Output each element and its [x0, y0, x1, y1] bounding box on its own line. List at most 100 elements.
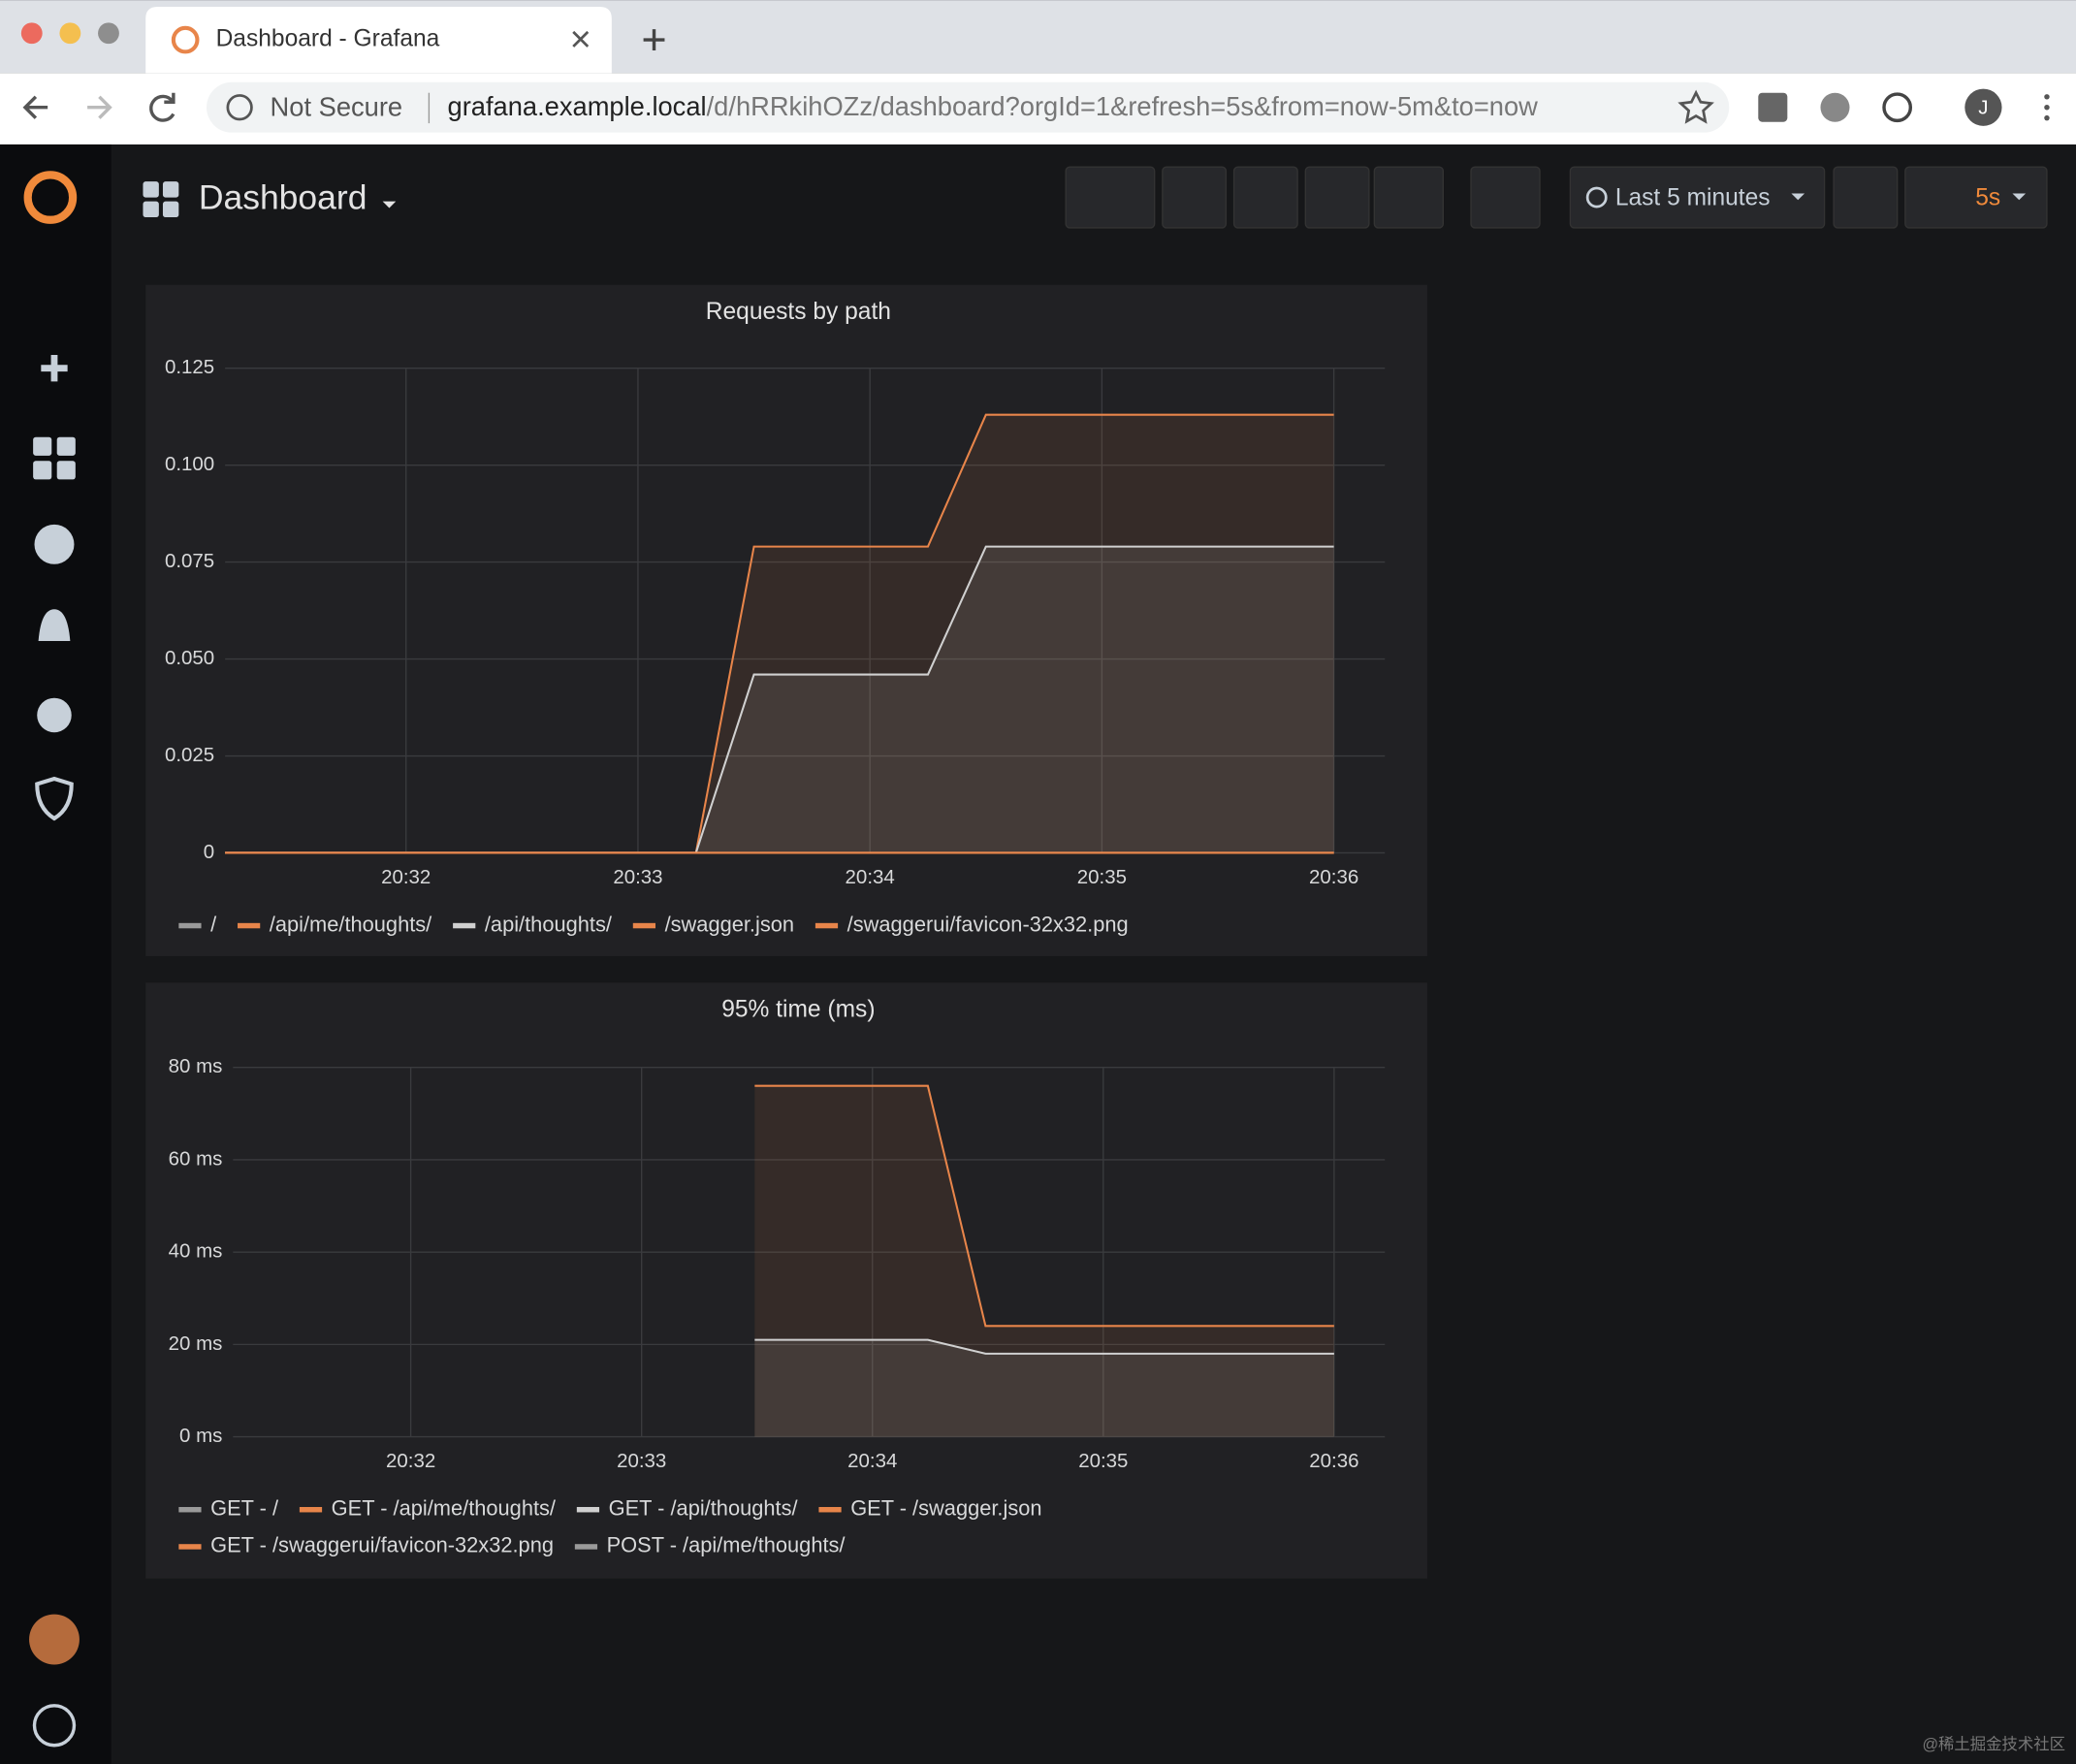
legend-label: GET - /api/me/thoughts/	[332, 1495, 557, 1520]
ext-2[interactable]	[1820, 92, 1850, 122]
legend-label: /swagger.json	[665, 912, 794, 936]
watermark: @稀土掘金技术社区	[1922, 1736, 2065, 1753]
alert-icon[interactable]	[38, 609, 71, 641]
y-tick-label: 0	[204, 841, 214, 863]
legend-swatch	[576, 1506, 600, 1513]
y-tick-label: 0.075	[165, 550, 214, 572]
y-tick-label: 0.025	[165, 744, 214, 766]
x-tick-label: 20:33	[613, 866, 662, 888]
max-dot[interactable]	[98, 22, 119, 45]
x-tick-label: 20:33	[617, 1450, 666, 1472]
back[interactable]	[22, 95, 48, 119]
omnibox[interactable]	[207, 81, 1730, 133]
legend-swatch	[574, 1544, 598, 1550]
panel-title: 95% time (ms)	[721, 996, 875, 1022]
legend-swatch	[178, 1506, 202, 1513]
config-icon[interactable]	[37, 697, 72, 733]
url: grafana.example.local/d/hRRkihOZz/dashbo…	[448, 91, 1539, 121]
sidebar	[0, 144, 112, 1764]
legend-label: GET - /swaggerui/favicon-32x32.png	[210, 1533, 554, 1557]
dashboards-icon[interactable]	[33, 436, 76, 480]
series-line	[754, 1084, 1334, 1328]
help-icon[interactable]	[32, 1704, 77, 1748]
avatar[interactable]	[1964, 88, 2002, 126]
url-path: /d/hRRkihOZz/dashboard?orgId=1&refresh=5…	[707, 91, 1539, 121]
time-range: Last 5 minutes	[1615, 184, 1771, 210]
panel-title: Requests by path	[706, 299, 891, 325]
area	[754, 1339, 1334, 1437]
tab-icon	[171, 25, 200, 54]
grafana-logo[interactable]	[23, 171, 78, 224]
close-dot[interactable]	[20, 22, 43, 45]
ext-1[interactable]	[1758, 92, 1788, 122]
x-tick-label: 20:32	[386, 1450, 435, 1472]
legend-label: /api/thoughts/	[485, 912, 613, 936]
user-avatar[interactable]	[29, 1614, 80, 1665]
time-caret	[1791, 193, 1805, 201]
x-tick-label: 20:36	[1309, 1450, 1358, 1472]
x-tick-label: 20:32	[381, 866, 431, 888]
tab-close[interactable]	[572, 30, 590, 48]
time-picker[interactable]	[1569, 166, 1826, 229]
info-icon	[226, 94, 253, 121]
explore-icon[interactable]	[34, 524, 75, 564]
reload[interactable]	[149, 92, 176, 122]
tv-btn[interactable]	[1470, 166, 1541, 229]
area	[754, 1085, 1334, 1437]
clock-icon	[1585, 186, 1608, 208]
x-tick-label: 20:34	[847, 1450, 897, 1472]
forward[interactable]	[87, 95, 112, 119]
x-tick-label: 20:35	[1078, 1450, 1128, 1472]
zoom-out-btn[interactable]	[1833, 166, 1899, 229]
avatar-letter: J	[1978, 96, 1988, 118]
y-tick-label: 40 ms	[169, 1240, 223, 1263]
url-host: grafana.example.local	[448, 91, 707, 121]
settings-btn[interactable]	[1373, 166, 1445, 229]
legend-label: POST - /api/me/thoughts/	[607, 1533, 846, 1557]
y-tick-label: 0.125	[165, 356, 214, 378]
panel	[145, 284, 1427, 956]
title-caret	[382, 201, 397, 208]
x-tick-label: 20:34	[846, 866, 895, 888]
star-btn[interactable]	[1162, 166, 1228, 229]
tab[interactable]	[145, 6, 612, 74]
y-tick-label: 80 ms	[169, 1055, 223, 1077]
save-btn[interactable]	[1304, 166, 1370, 229]
new-tab[interactable]	[643, 29, 665, 51]
legend-label: GET - /api/thoughts/	[609, 1495, 799, 1520]
y-tick-label: 60 ms	[169, 1147, 223, 1170]
shield-icon[interactable]	[35, 776, 74, 821]
refresh-btn[interactable]	[1904, 166, 2048, 229]
x-tick-label: 20:35	[1077, 866, 1127, 888]
bookmark[interactable]	[1677, 89, 1714, 124]
y-tick-label: 20 ms	[169, 1332, 223, 1355]
add-panel-btn[interactable]	[1065, 166, 1156, 229]
legend-swatch	[238, 922, 261, 929]
legend-swatch	[632, 922, 656, 929]
y-tick-label: 0 ms	[179, 1425, 222, 1447]
min-dot[interactable]	[59, 22, 81, 45]
series-line	[754, 1338, 1334, 1355]
area	[225, 414, 1334, 853]
ext-3[interactable]	[1882, 92, 1913, 123]
refresh-interval: 5s	[1975, 184, 2000, 210]
share-btn[interactable]	[1232, 166, 1298, 229]
menu[interactable]	[2044, 94, 2050, 121]
legend-label: GET - /	[210, 1495, 279, 1520]
tab-title: Dashboard - Grafana	[216, 26, 440, 52]
create-icon[interactable]	[41, 355, 68, 382]
y-tick-label: 0.100	[165, 453, 214, 475]
dash-grid-icon	[143, 181, 179, 218]
legend-swatch	[814, 922, 839, 929]
legend-label: /swaggerui/favicon-32x32.png	[847, 912, 1129, 936]
legend-swatch	[178, 1544, 202, 1550]
refresh-caret	[2012, 193, 2027, 201]
legend-swatch	[453, 922, 476, 929]
area	[225, 546, 1334, 853]
dashboard-title[interactable]: Dashboard	[199, 178, 367, 217]
legend-label: /	[210, 912, 217, 936]
panel	[145, 982, 1427, 1579]
